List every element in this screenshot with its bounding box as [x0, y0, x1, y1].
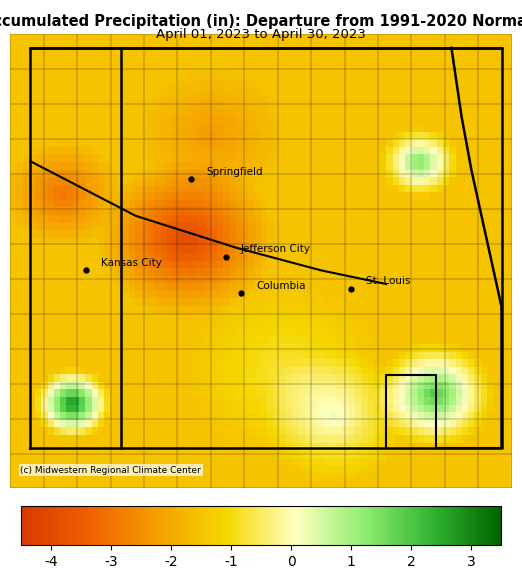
- Text: Kansas City: Kansas City: [101, 258, 161, 268]
- Text: Jefferson City: Jefferson City: [241, 244, 311, 254]
- Text: (c) Midwestern Regional Climate Center: (c) Midwestern Regional Climate Center: [20, 466, 201, 475]
- Text: St. Louis: St. Louis: [366, 276, 411, 286]
- Text: April 01, 2023 to April 30, 2023: April 01, 2023 to April 30, 2023: [156, 28, 366, 41]
- Text: Columbia: Columbia: [256, 281, 305, 291]
- Text: Springfield: Springfield: [206, 167, 263, 177]
- Text: Accumulated Precipitation (in): Departure from 1991-2020 Normals: Accumulated Precipitation (in): Departur…: [0, 14, 522, 29]
